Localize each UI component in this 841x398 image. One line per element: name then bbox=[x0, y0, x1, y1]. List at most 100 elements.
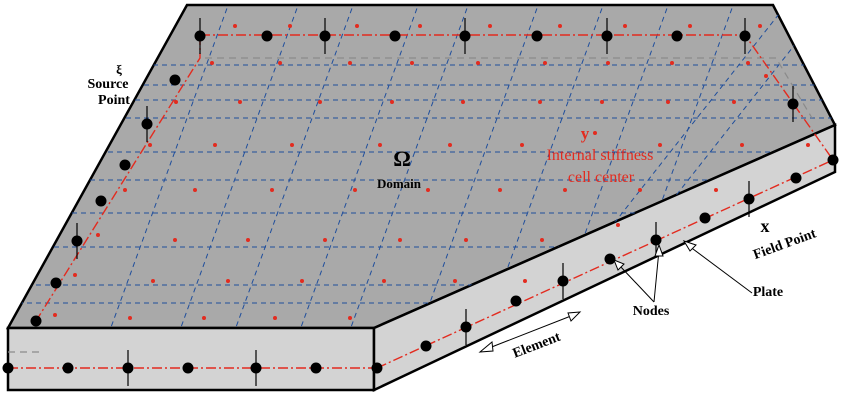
cell-center-dot bbox=[523, 279, 527, 283]
boundary-node bbox=[827, 154, 839, 166]
boundary-node bbox=[310, 362, 322, 374]
boundary-node bbox=[790, 172, 802, 184]
plate-pointer-line bbox=[688, 245, 753, 294]
cell-center-dot bbox=[806, 143, 810, 147]
boundary-node bbox=[389, 30, 401, 42]
boundary-node bbox=[459, 30, 471, 42]
cell-center-dot bbox=[53, 313, 57, 317]
plate-pointer-arrow bbox=[682, 240, 697, 252]
cell-center-dot bbox=[128, 316, 132, 320]
cell-center-dot bbox=[558, 24, 562, 28]
element-dimension-arrow bbox=[478, 311, 582, 353]
cell-center-dot bbox=[278, 61, 282, 65]
boundary-node bbox=[510, 295, 522, 307]
boundary-node bbox=[250, 362, 262, 374]
boundary-node bbox=[182, 362, 194, 374]
cell-center-dot bbox=[73, 273, 77, 277]
cell-center-dot bbox=[600, 100, 604, 104]
cell-center-dot bbox=[226, 279, 230, 283]
cell-center-dot bbox=[418, 24, 422, 28]
cell-center-dot bbox=[353, 188, 357, 192]
cell-center-dot bbox=[540, 238, 544, 242]
boundary-node bbox=[743, 193, 755, 205]
boundary-node bbox=[169, 74, 181, 86]
cell-center-dot bbox=[233, 24, 237, 28]
cell-center-dot bbox=[714, 188, 718, 192]
cell-center-dot bbox=[543, 61, 547, 65]
boundary-node bbox=[531, 30, 543, 42]
cell-center-dot bbox=[498, 188, 502, 192]
cell-center-dot bbox=[151, 279, 155, 283]
cell-center-dot bbox=[355, 24, 359, 28]
boundary-node bbox=[604, 253, 616, 265]
cell-center-dot bbox=[758, 24, 762, 28]
cell-center-dot bbox=[520, 143, 524, 147]
boundary-node bbox=[95, 195, 107, 207]
cell-center-dot bbox=[174, 100, 178, 104]
omega-symbol: Ω bbox=[393, 146, 411, 171]
cell-center-dot bbox=[732, 100, 736, 104]
cell-center-dot bbox=[448, 143, 452, 147]
cell-center-dot bbox=[398, 238, 402, 242]
boundary-node bbox=[699, 212, 711, 224]
inner-boundary-line bbox=[205, 57, 813, 119]
boundary-node bbox=[460, 321, 472, 333]
front-face bbox=[6, 326, 376, 392]
mesh-line bbox=[109, 5, 231, 328]
cell-center-dot bbox=[288, 24, 292, 28]
cell-centers bbox=[53, 24, 810, 320]
cell-center-dot bbox=[173, 238, 177, 242]
boundary-node bbox=[62, 362, 74, 374]
boundary-node bbox=[194, 30, 206, 42]
cell-center-dot bbox=[670, 61, 674, 65]
cell-center-dot bbox=[464, 238, 468, 242]
boundary-node bbox=[671, 30, 683, 42]
cell-center-dot bbox=[246, 238, 250, 242]
nodes-pointers bbox=[613, 243, 664, 303]
boundary-node bbox=[261, 30, 273, 42]
boundary-node bbox=[557, 275, 569, 287]
boundary-node bbox=[739, 30, 751, 42]
mesh-line bbox=[234, 5, 356, 328]
cell-center-dot bbox=[238, 100, 242, 104]
cell-center-dot bbox=[410, 61, 414, 65]
boundary-node bbox=[50, 277, 62, 289]
internal-cell-label-line1: Internal stiffness bbox=[547, 147, 654, 164]
cell-center-dot bbox=[318, 100, 322, 104]
cell-center-dot bbox=[764, 74, 768, 78]
cell-center-dot bbox=[96, 233, 100, 237]
boundary-node bbox=[371, 362, 383, 374]
cell-center-dot bbox=[616, 223, 620, 227]
boundary-node bbox=[420, 340, 432, 352]
cell-center-dot bbox=[210, 61, 214, 65]
cell-center-dot bbox=[390, 100, 394, 104]
cell-center-dot bbox=[426, 188, 430, 192]
cell-center-dot bbox=[476, 61, 480, 65]
cell-center-dot bbox=[382, 279, 386, 283]
cell-center-dot bbox=[688, 24, 692, 28]
mesh-line bbox=[569, 5, 831, 328]
cell-center-dot bbox=[123, 188, 127, 192]
boundary-node bbox=[787, 98, 799, 110]
cell-center-dot bbox=[290, 143, 294, 147]
x-symbol: x bbox=[761, 216, 770, 236]
nodes-label: Nodes bbox=[633, 304, 670, 319]
cell-center-dot bbox=[193, 188, 197, 192]
cell-center-dot bbox=[666, 100, 670, 104]
cell-center-dot bbox=[202, 316, 206, 320]
mesh-line bbox=[529, 5, 791, 328]
cell-center-dot bbox=[148, 143, 152, 147]
source-point-label-line2: Point bbox=[98, 93, 130, 108]
cell-center-dot bbox=[461, 100, 465, 104]
mesh-line bbox=[349, 5, 471, 328]
boundary-node bbox=[650, 234, 662, 246]
mesh-line bbox=[299, 5, 421, 328]
cell-center-dot bbox=[593, 131, 597, 135]
boundary-node bbox=[122, 362, 134, 374]
boundary-node bbox=[141, 118, 153, 130]
boundary-nodes bbox=[2, 30, 839, 374]
cell-center-dot bbox=[300, 279, 304, 283]
element-label: Element bbox=[511, 330, 563, 362]
cell-center-dot bbox=[623, 24, 627, 28]
